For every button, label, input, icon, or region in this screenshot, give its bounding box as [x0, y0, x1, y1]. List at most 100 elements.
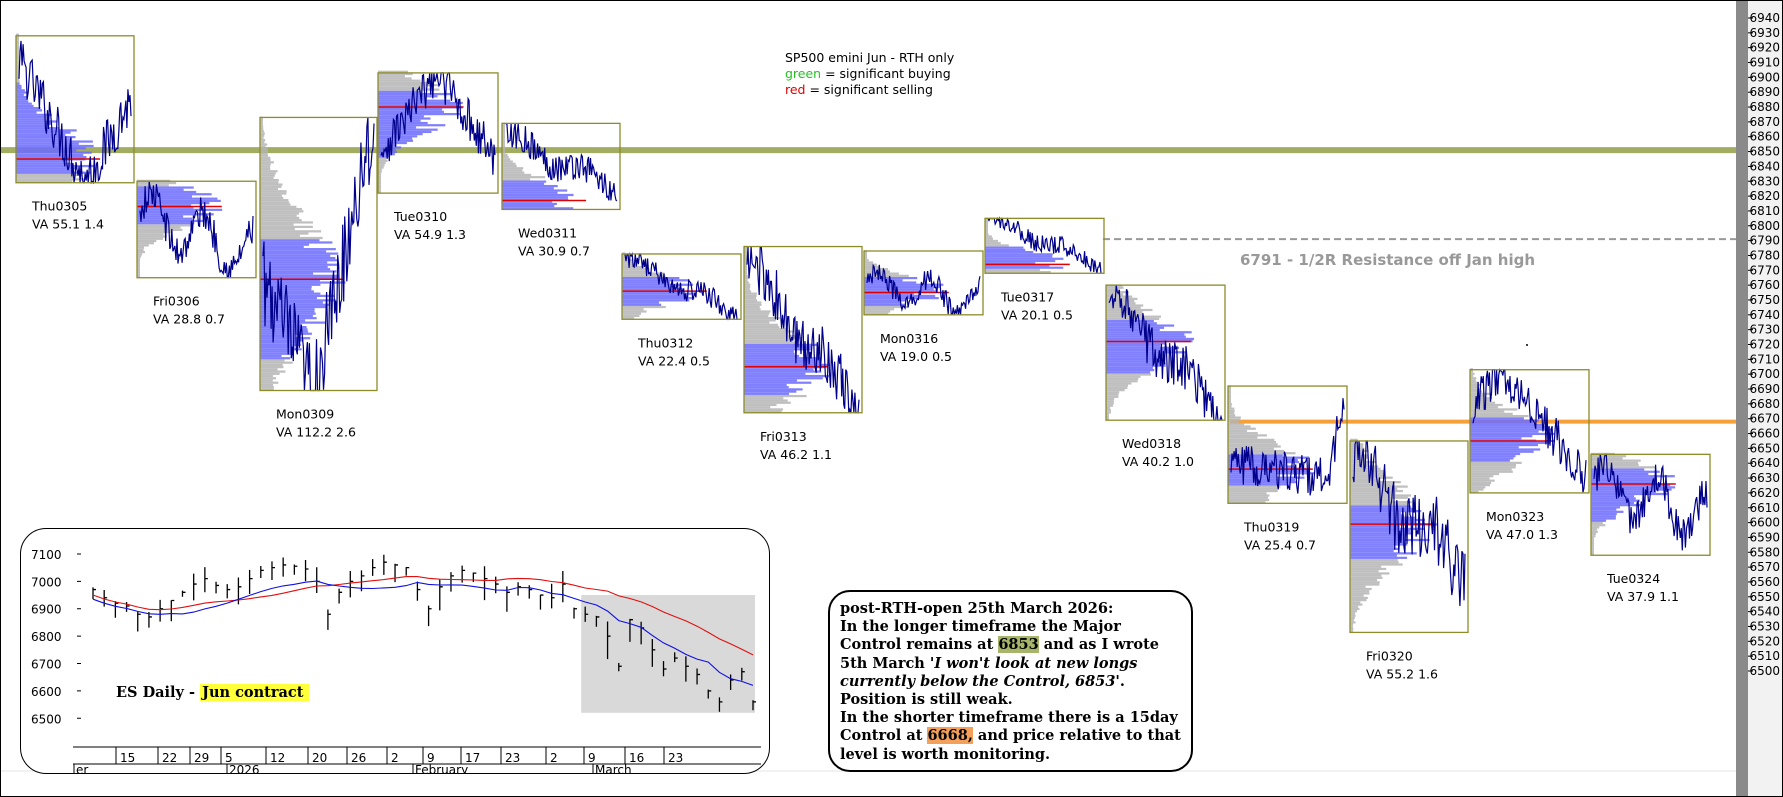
profile-bar — [1228, 496, 1268, 499]
profile-bar — [137, 230, 172, 234]
profile-bar — [1350, 496, 1408, 499]
profile-bar — [1591, 455, 1627, 458]
profile-bar — [1106, 362, 1166, 365]
profile-bar — [16, 58, 19, 61]
profile-bar — [1106, 353, 1163, 356]
profile-bar — [260, 230, 322, 233]
profile-bar — [260, 212, 300, 215]
profile-bar — [622, 292, 697, 295]
profile-bar — [1228, 443, 1278, 446]
session-va: VA 28.8 0.7 — [153, 312, 225, 327]
profile-bar — [137, 255, 142, 258]
profile-bar — [864, 310, 891, 313]
profile-bar — [1591, 499, 1640, 502]
profile-bar — [1228, 452, 1296, 455]
profile-bar — [502, 167, 524, 170]
session-va: VA 55.2 1.6 — [1366, 666, 1438, 681]
price-line — [504, 122, 618, 202]
profile-bar — [1106, 348, 1175, 352]
profile-bar — [1350, 456, 1369, 459]
profile-bar — [260, 232, 309, 235]
profile-bar — [1228, 398, 1231, 401]
inset-x-label: 2 — [391, 751, 399, 765]
profile-bar — [16, 98, 27, 101]
profile-bar — [260, 283, 321, 286]
profile-bar — [1350, 481, 1401, 484]
profile-bar — [985, 257, 1064, 260]
profile-bar — [378, 117, 431, 120]
profile-bar — [744, 343, 818, 346]
y-tick-label: 6680 — [1749, 397, 1780, 411]
profile-bar — [1350, 512, 1402, 515]
profile-bar — [1470, 374, 1474, 378]
profile-bar — [1470, 379, 1476, 382]
profile-bar — [1106, 395, 1119, 398]
profile-bar — [744, 310, 771, 313]
profile-bar — [16, 82, 20, 85]
inset-y-label: 6800 — [31, 630, 62, 644]
profile-bar — [622, 276, 680, 280]
profile-bar — [1350, 570, 1379, 573]
profile-bar — [16, 153, 84, 157]
profile-bar — [260, 165, 271, 168]
profile-bar — [502, 149, 505, 152]
profile-bar — [1350, 621, 1356, 624]
profile-bar — [1591, 528, 1597, 531]
profile-bar — [1228, 481, 1297, 484]
profile-bar — [1591, 506, 1621, 509]
profile-bar — [16, 122, 52, 125]
profile-bar — [1106, 364, 1166, 367]
session-label: Wed0311 — [518, 225, 577, 240]
session-tue0310: Tue0310 VA 54.9 1.3 — [377, 70, 499, 242]
profile-bar — [16, 89, 25, 92]
profile-bar — [1228, 414, 1236, 417]
profile-bar — [1350, 492, 1396, 495]
profile-bar — [260, 203, 291, 206]
profile-bar — [985, 246, 1024, 249]
profile-bar — [1106, 409, 1111, 412]
profile-bar — [1350, 594, 1364, 597]
session-box — [501, 122, 621, 211]
profile-bar — [16, 93, 24, 96]
profile-bar — [16, 180, 73, 183]
profile-bar — [137, 210, 197, 214]
profile-bar — [1228, 472, 1315, 475]
y-tick-label: 6830 — [1749, 174, 1780, 188]
profile-bar — [16, 75, 19, 79]
profile-bar — [744, 305, 760, 309]
profile-bar — [137, 273, 140, 276]
profile-bar — [137, 195, 192, 198]
profile-bar — [1350, 567, 1387, 571]
profile-bar — [378, 84, 440, 87]
profile-bar — [16, 178, 87, 181]
profile-bar — [137, 251, 145, 254]
inset-month-label: February — [415, 763, 468, 774]
profile-bar — [502, 178, 531, 181]
session-label: Fri0306 — [153, 294, 200, 309]
profile-bar — [16, 55, 19, 59]
profile-bar — [744, 256, 747, 260]
profile-bar — [1106, 286, 1124, 289]
profile-bar — [260, 150, 268, 153]
profile-bar — [744, 337, 802, 340]
profile-bar — [16, 160, 66, 163]
profile-bar — [1470, 466, 1516, 469]
profile-bar — [260, 279, 320, 282]
profile-bar — [1350, 527, 1425, 531]
profile-bar — [744, 348, 812, 351]
session-box — [377, 72, 499, 194]
profile-bar — [378, 92, 451, 96]
profile-bar — [260, 223, 294, 226]
profile-bar — [137, 208, 223, 211]
y-tick-label: 6820 — [1749, 189, 1780, 203]
profile-bar — [1350, 587, 1372, 591]
profile-bar — [622, 274, 666, 277]
profile-bar — [137, 202, 210, 205]
profile-bar — [260, 354, 282, 358]
note-line-1: post-RTH-open 25th March 2026: — [840, 600, 1114, 617]
profile-bar — [260, 138, 266, 142]
profile-bar — [16, 124, 48, 128]
profile-bar — [985, 264, 1050, 267]
profile-bar — [1228, 403, 1232, 406]
profile-bar — [622, 288, 685, 291]
